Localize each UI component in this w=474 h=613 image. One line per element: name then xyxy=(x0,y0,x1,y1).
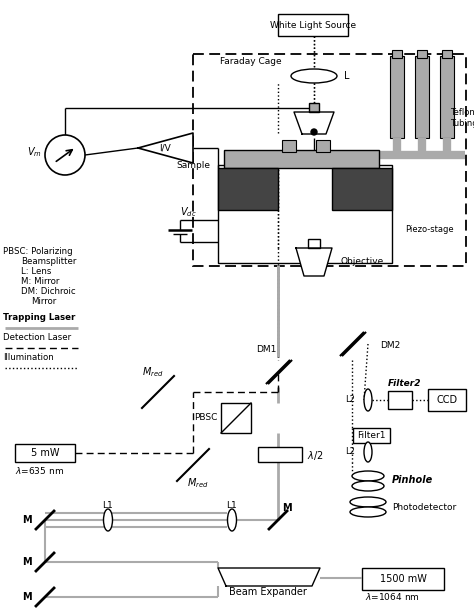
Text: DM2: DM2 xyxy=(380,341,400,351)
Text: PBSC: PBSC xyxy=(195,414,218,422)
Text: Faraday Cage: Faraday Cage xyxy=(220,58,282,66)
Text: Sample: Sample xyxy=(176,161,210,170)
Text: 1500 mW: 1500 mW xyxy=(380,574,427,584)
Bar xyxy=(224,150,379,168)
Text: Pinhole: Pinhole xyxy=(392,475,433,485)
Text: Beam Expander: Beam Expander xyxy=(229,587,307,597)
Text: L2: L2 xyxy=(345,395,355,405)
Text: Objective: Objective xyxy=(341,257,384,267)
Text: Illumination: Illumination xyxy=(3,354,54,362)
Ellipse shape xyxy=(364,442,372,462)
Text: Trapping Laser: Trapping Laser xyxy=(3,313,75,322)
Text: CCD: CCD xyxy=(437,395,457,405)
Text: M: M xyxy=(282,503,292,513)
Bar xyxy=(308,239,320,248)
Text: Teflon
Tubing: Teflon Tubing xyxy=(450,109,474,128)
Text: M: M xyxy=(22,592,32,602)
Bar xyxy=(193,54,466,266)
Text: DM: Dichroic: DM: Dichroic xyxy=(21,287,76,297)
Polygon shape xyxy=(138,133,193,163)
Text: $M_{red}$: $M_{red}$ xyxy=(187,476,209,490)
Ellipse shape xyxy=(364,389,372,411)
Text: L1: L1 xyxy=(227,501,237,511)
Ellipse shape xyxy=(228,509,237,531)
Ellipse shape xyxy=(352,481,384,491)
Bar xyxy=(428,389,466,411)
Text: DM1: DM1 xyxy=(256,346,276,354)
Text: Mirror: Mirror xyxy=(31,297,56,306)
Bar xyxy=(353,428,390,443)
Circle shape xyxy=(311,129,317,135)
Text: $\lambda$=635 nm: $\lambda$=635 nm xyxy=(15,465,64,476)
Bar xyxy=(309,103,319,112)
Ellipse shape xyxy=(103,509,112,531)
Ellipse shape xyxy=(350,497,386,507)
Text: Beamsplitter: Beamsplitter xyxy=(21,257,76,267)
Text: Photodetector: Photodetector xyxy=(392,503,456,511)
Bar xyxy=(316,140,330,152)
Bar xyxy=(278,14,348,36)
Ellipse shape xyxy=(352,471,384,481)
Text: Piezo-stage: Piezo-stage xyxy=(405,226,454,235)
Text: $V_{dc}$: $V_{dc}$ xyxy=(180,205,197,219)
Text: L1: L1 xyxy=(103,501,113,511)
Polygon shape xyxy=(294,112,334,134)
Bar xyxy=(442,50,452,58)
Text: Filter1: Filter1 xyxy=(357,430,385,440)
Bar xyxy=(258,447,302,462)
Bar xyxy=(218,165,392,263)
Polygon shape xyxy=(218,568,320,586)
Bar xyxy=(332,168,392,210)
Text: PBSC: Polarizing: PBSC: Polarizing xyxy=(3,248,73,256)
Ellipse shape xyxy=(291,69,337,83)
Circle shape xyxy=(45,135,85,175)
Ellipse shape xyxy=(350,507,386,517)
Text: $\lambda$/2: $\lambda$/2 xyxy=(307,449,323,462)
Bar xyxy=(440,56,454,138)
Text: 5 mW: 5 mW xyxy=(31,448,59,458)
Polygon shape xyxy=(296,248,332,276)
Bar xyxy=(388,391,412,409)
Bar xyxy=(218,168,278,210)
Bar xyxy=(417,50,427,58)
Text: M: Mirror: M: Mirror xyxy=(21,278,59,286)
Bar xyxy=(390,56,404,138)
Text: $\lambda$=1064 nm: $\lambda$=1064 nm xyxy=(365,592,420,603)
Bar xyxy=(15,444,75,462)
Text: $M_{red}$: $M_{red}$ xyxy=(142,365,164,379)
Text: I/V: I/V xyxy=(159,143,171,153)
Text: Filter2: Filter2 xyxy=(388,379,421,389)
Text: M: M xyxy=(22,557,32,567)
Bar xyxy=(392,50,402,58)
Text: L: L xyxy=(344,71,349,81)
Text: L: Lens: L: Lens xyxy=(21,267,51,276)
Text: M: M xyxy=(22,515,32,525)
Bar xyxy=(282,140,296,152)
Text: $V_m$: $V_m$ xyxy=(27,145,42,159)
Text: Detection Laser: Detection Laser xyxy=(3,333,71,343)
Text: White Light Source: White Light Source xyxy=(270,20,356,29)
Bar xyxy=(221,403,251,433)
Bar xyxy=(362,568,444,590)
Text: L2: L2 xyxy=(345,447,355,457)
Bar xyxy=(415,56,429,138)
